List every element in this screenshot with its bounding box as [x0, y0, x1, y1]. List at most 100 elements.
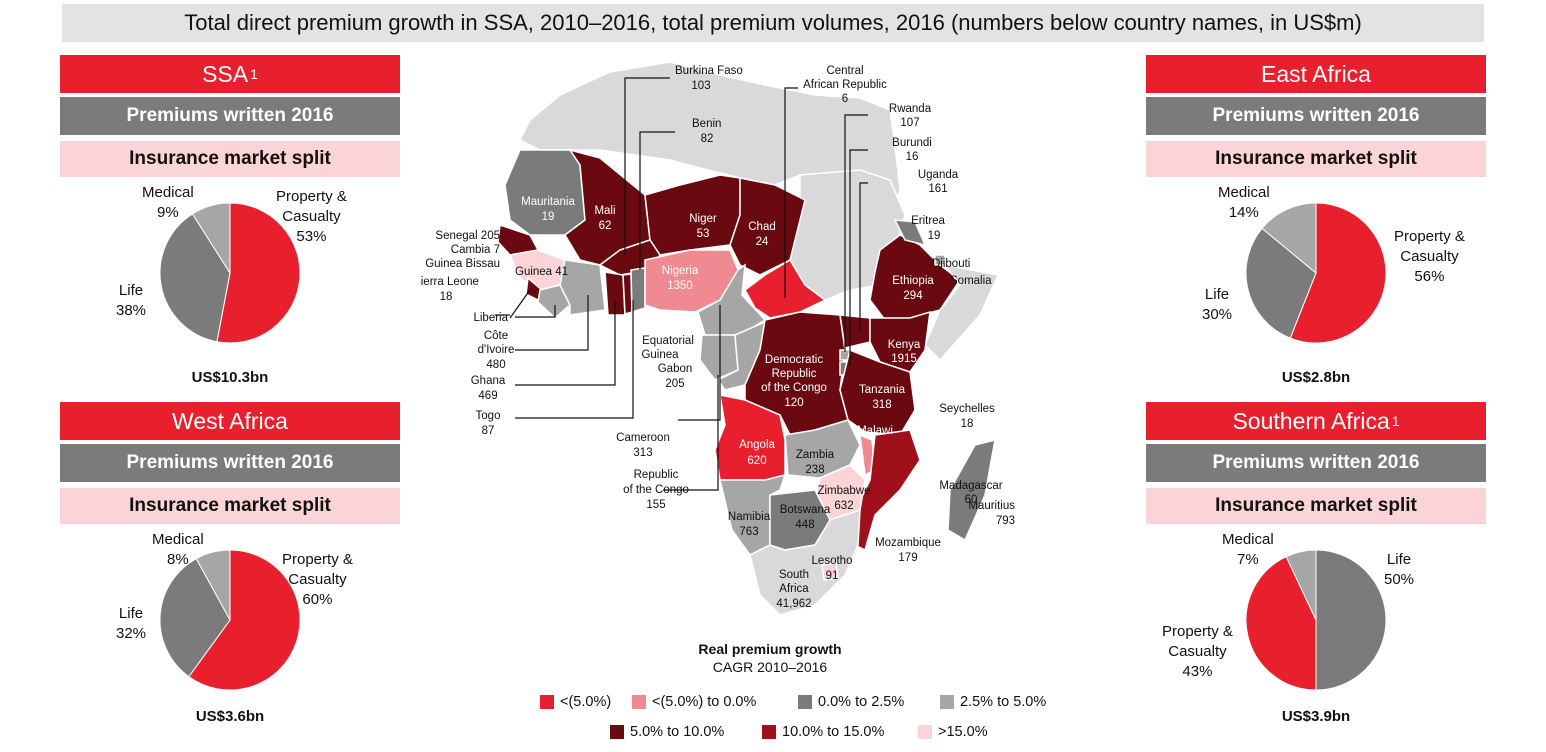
panel-header-label: SSA — [202, 60, 249, 87]
map-mozambique — [854, 429, 921, 552]
pie-chart-east-africa — [1245, 202, 1387, 344]
label-cameroon: Cameroon — [616, 432, 670, 444]
panel-header-label: Southern Africa — [1232, 407, 1390, 434]
value-seychelles: 18 — [961, 418, 974, 430]
legend-item: 0.0% to 2.5% — [798, 694, 904, 710]
pie-label-medical: Medical 7% — [1222, 531, 1274, 568]
legend-label: 0.0% to 2.5% — [818, 694, 905, 710]
value-kenya: 1915 — [891, 353, 917, 365]
pie-area: Medical 14% Property & Casualty 56% Life 30% — [1146, 177, 1486, 377]
pie-label-medical: Medical 9% — [142, 184, 194, 221]
label-kenya: Kenya — [888, 339, 921, 351]
pie-label-medical: Medical 8% — [152, 531, 204, 568]
panel-split-label: Insurance market split — [1146, 141, 1486, 177]
chart-title: Total direct premium growth in SSA, 2010… — [62, 4, 1484, 42]
label-tanzania: Tanzania — [859, 384, 906, 396]
pie-chart-southern-africa — [1245, 549, 1387, 691]
legend-label: >15.0% — [938, 724, 988, 740]
panel-split-label: Insurance market split — [60, 141, 400, 177]
pie-label-life: Life 32% — [116, 605, 147, 642]
legend-swatch — [798, 695, 812, 709]
value-burundi: 16 — [906, 151, 919, 163]
value-madagascar: 60 — [965, 494, 978, 506]
label-namibia: Namibia — [728, 511, 771, 523]
label-south-africa: South — [779, 569, 809, 581]
label-mauritius: Mauritius — [968, 500, 1015, 512]
label-malawi: Malawi — [857, 425, 893, 437]
panel-total: US$3.9bn — [1281, 708, 1351, 725]
pie-slice-medical — [1261, 202, 1317, 275]
label-eq-guinea: Equatorial — [642, 335, 694, 347]
pie-area: Medical 7% Life 50% Property & Casualty 43% — [1146, 524, 1486, 724]
legend-title-main: Real premium growth — [698, 641, 842, 657]
label-drc-3: of the Congo — [761, 382, 827, 394]
panel-header: SSA 1 — [60, 55, 400, 93]
legend-label: 5.0% to 10.0% — [630, 724, 725, 740]
value-benin: 82 — [701, 133, 714, 145]
legend-label: <(5.0%) — [560, 694, 612, 710]
value-eritrea: 19 — [928, 230, 941, 242]
label-roc-2: of the Congo — [623, 484, 689, 496]
label-drc-2: Republic — [772, 368, 817, 380]
label-gabon: Gabon — [658, 363, 693, 375]
value-angola: 620 — [747, 455, 766, 467]
label-south-africa-2: Africa — [779, 583, 809, 595]
value-zimbabwe: 632 — [834, 500, 853, 512]
map-zambia — [784, 419, 861, 479]
label-liberia: Liberia — [473, 312, 508, 324]
label-angola: Angola — [739, 439, 775, 451]
legend-title: Real premium growth CAGR 2010–2016 — [640, 640, 900, 676]
value-cameroon: 313 — [633, 447, 652, 459]
label-djibouti: Djibouti — [932, 258, 970, 270]
pie-slice-property-casualty — [188, 549, 301, 691]
legend-subtitle: CAGR 2010–2016 — [712, 659, 828, 675]
legend-item: <(5.0%) to 0.0% — [632, 694, 756, 710]
label-roc: Republic — [634, 469, 679, 481]
label-somalia: Somalia — [950, 275, 992, 287]
pie-label-life: Life 50% — [1384, 551, 1415, 588]
label-mali: Mali — [594, 205, 615, 217]
label-mauritania: Mauritania — [521, 196, 575, 208]
value-gabon: 205 — [665, 378, 684, 390]
label-ghana: Ghana — [471, 375, 506, 387]
map-labels: Burkina Faso 103 Central African Republi… — [420, 65, 1015, 610]
panel-split-label: Insurance market split — [1146, 488, 1486, 524]
pie-area: Medical 8% Property & Casualty 60% Life 32% — [60, 524, 400, 724]
label-car-2: African Republic — [803, 79, 887, 91]
legend-swatch — [762, 725, 776, 739]
label-ethiopia: Ethiopia — [892, 275, 934, 287]
legend-label: 10.0% to 15.0% — [782, 724, 885, 740]
pie-label-pc: Property & Casualty 60% — [282, 551, 353, 608]
panel-subheader: Premiums written 2016 — [1146, 97, 1486, 135]
value-ethiopia: 294 — [903, 290, 923, 302]
value-botswana: 448 — [795, 519, 814, 531]
pie-slice-life — [159, 557, 231, 678]
legend-swatch — [610, 725, 624, 739]
panel-header: West Africa — [60, 402, 400, 440]
label-sierra-leone: Sierra Leone — [420, 276, 479, 288]
pie-slice-property-casualty — [216, 202, 301, 344]
value-chad: 24 — [756, 236, 769, 248]
pie-chart-west-africa — [159, 549, 301, 691]
value-namibia: 763 — [739, 526, 758, 538]
panel-header: Southern Africa 1 — [1146, 402, 1486, 440]
pie-slice-life — [1245, 227, 1317, 339]
value-mauritius: 793 — [996, 515, 1015, 527]
label-guinea-bissau: Guinea Bissau — [425, 258, 500, 270]
map-lesotho — [821, 562, 839, 581]
panel-header-label: East Africa — [1261, 60, 1371, 87]
panel-subheader: Premiums written 2016 — [1146, 444, 1486, 482]
value-mali: 62 — [599, 220, 612, 232]
value-ghana: 469 — [478, 390, 497, 402]
africa-map: Burkina Faso 103 Central African Republi… — [420, 61, 1015, 616]
pie-label-pc: Property & Casualty 43% — [1162, 623, 1233, 680]
value-sierra-leone: 18 — [440, 291, 453, 303]
value-mauritania: 19 — [542, 211, 555, 223]
label-togo: Togo — [476, 410, 501, 422]
panel-southern-africa: Southern Africa 1 Premiums written 2016 I… — [1146, 402, 1486, 725]
legend-label: 2.5% to 5.0% — [960, 694, 1047, 710]
legend-item: 2.5% to 5.0% — [940, 694, 1046, 710]
label-rwanda: Rwanda — [889, 103, 932, 115]
panel-total: US$10.3bn — [191, 369, 269, 386]
panel-subheader: Premiums written 2016 — [60, 97, 400, 135]
